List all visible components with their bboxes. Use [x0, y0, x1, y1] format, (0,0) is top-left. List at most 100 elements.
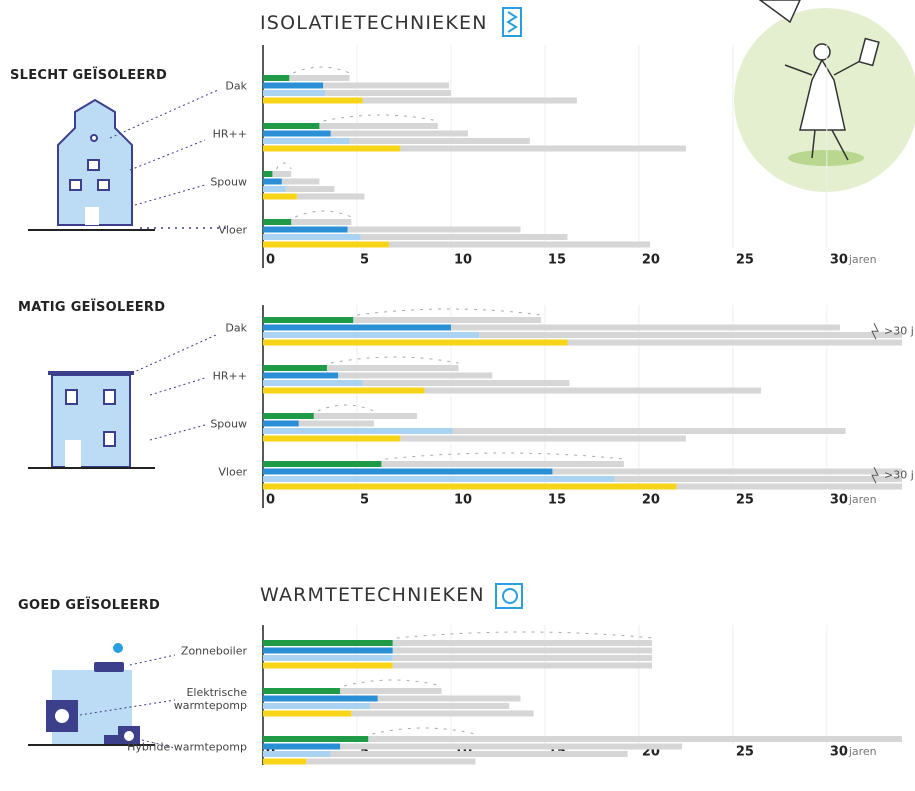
- category-label: Spouw: [210, 417, 247, 431]
- x-tick-label: 15: [548, 493, 566, 508]
- arc-decoration: [323, 114, 438, 122]
- range-bar: [330, 751, 628, 757]
- bar: [263, 97, 363, 104]
- panel-subtitle: GOED GEÏSOLEERD: [18, 598, 161, 613]
- category-label: Vloer: [218, 223, 247, 237]
- illustration-woman: [734, 0, 915, 192]
- bar: [263, 758, 307, 765]
- bar: [263, 751, 331, 757]
- section-title: ISOLATIETECHNIEKEN: [260, 12, 488, 34]
- x-tick-label: 30: [830, 253, 848, 268]
- range-bar: [392, 662, 653, 669]
- range-bar: [452, 428, 846, 434]
- range-bar: [285, 186, 335, 192]
- range-bar: [313, 413, 418, 419]
- range-bar: [450, 324, 840, 331]
- x-tick-label: 25: [736, 745, 754, 760]
- bar: [263, 75, 290, 81]
- x-tick-label: 20: [642, 253, 660, 268]
- arc-decoration: [372, 727, 476, 735]
- x-tick-label: 10: [454, 253, 472, 268]
- x-axis-label: jaren: [848, 493, 877, 506]
- range-bar: [377, 695, 521, 702]
- bar: [263, 372, 339, 379]
- range-bar: [388, 241, 651, 248]
- category-label: Zonneboiler: [180, 644, 247, 658]
- bar: [263, 234, 361, 240]
- range-bar: [347, 226, 521, 233]
- arc-decoration: [330, 356, 459, 364]
- x-tick-label: 30: [830, 493, 848, 508]
- annotation: >30 j: [884, 468, 914, 481]
- range-bar: [353, 317, 542, 323]
- break-mark: [871, 467, 879, 484]
- bar: [263, 130, 331, 137]
- bar: [263, 226, 348, 233]
- bar: [263, 640, 393, 646]
- range-bar: [291, 219, 352, 225]
- panel-subtitle: SLECHT GEÏSOLEERD: [10, 68, 168, 83]
- range-bar: [614, 476, 902, 482]
- bar: [263, 468, 553, 475]
- bar: [263, 332, 480, 338]
- range-bar: [296, 193, 365, 200]
- x-tick-label: 5: [360, 493, 369, 508]
- arc-decoration: [294, 210, 352, 218]
- range-bar: [306, 758, 476, 765]
- bar: [263, 428, 453, 434]
- x-tick-label: 20: [642, 493, 660, 508]
- illustration-house-bad: [28, 89, 228, 231]
- bar: [263, 461, 382, 467]
- range-bar: [351, 710, 534, 717]
- bar: [263, 710, 352, 717]
- bar: [263, 655, 393, 661]
- range-bar: [424, 387, 762, 394]
- bar: [263, 647, 393, 654]
- bar: [263, 339, 568, 346]
- range-bar: [392, 640, 653, 646]
- x-tick-label: 15: [548, 253, 566, 268]
- bar: [263, 186, 286, 192]
- range-bar: [381, 461, 624, 467]
- annotation: >30 j: [884, 324, 914, 337]
- bar: [263, 145, 401, 152]
- bar: [263, 387, 425, 394]
- range-bar: [392, 647, 653, 654]
- range-bar: [323, 82, 450, 89]
- range-bar: [400, 435, 686, 442]
- category-label: Dak: [225, 79, 247, 93]
- category-label: Hybride warmtepomp: [127, 740, 247, 754]
- range-bar: [349, 138, 530, 144]
- arc-decoration: [293, 66, 350, 74]
- arc-decoration: [317, 404, 375, 412]
- category-label: Spouw: [210, 175, 247, 189]
- arc-decoration: [343, 679, 442, 687]
- range-bar: [272, 171, 292, 177]
- range-bar: [338, 372, 493, 379]
- range-bar: [567, 339, 902, 346]
- x-tick-label: 5: [360, 253, 369, 268]
- range-bar: [298, 420, 374, 427]
- bar: [263, 178, 282, 185]
- range-bar: [479, 332, 902, 338]
- range-bar: [676, 483, 902, 490]
- bar: [263, 703, 371, 709]
- x-axis-label: jaren: [848, 745, 877, 758]
- range-bar: [360, 234, 568, 240]
- bar: [263, 695, 378, 702]
- section-title: WARMTETECHNIEKEN: [260, 584, 485, 606]
- bar: [263, 241, 389, 248]
- bar: [263, 435, 401, 442]
- title-icons: [495, 7, 523, 609]
- bar: [263, 688, 341, 694]
- bar: [263, 219, 292, 225]
- x-axis-label: jaren: [848, 253, 877, 266]
- x-tick-label: 10: [454, 493, 472, 508]
- category-label: Vloer: [218, 465, 247, 479]
- range-bar: [330, 130, 468, 137]
- bar: [263, 171, 273, 177]
- x-tick-label: 25: [736, 493, 754, 508]
- range-bar: [362, 380, 570, 386]
